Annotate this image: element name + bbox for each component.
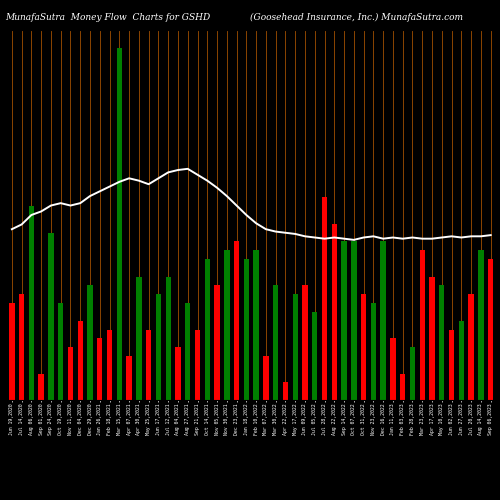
Bar (458, 320, 464, 400)
Bar (166, 276, 171, 400)
Bar (254, 250, 259, 400)
Bar (410, 347, 415, 400)
Bar (312, 312, 318, 400)
Bar (28, 206, 34, 400)
Bar (449, 330, 454, 400)
Bar (204, 259, 210, 400)
Bar (48, 232, 54, 400)
Bar (9, 303, 15, 400)
Bar (273, 286, 278, 400)
Bar (176, 347, 180, 400)
Bar (185, 303, 190, 400)
Bar (292, 294, 298, 400)
Bar (380, 242, 386, 400)
Bar (68, 347, 73, 400)
Bar (146, 330, 152, 400)
Bar (126, 356, 132, 400)
Bar (38, 374, 44, 400)
Bar (19, 294, 24, 400)
Bar (332, 224, 337, 400)
Bar (78, 320, 83, 400)
Bar (116, 48, 122, 400)
Bar (430, 276, 434, 400)
Text: (Goosehead Insurance, Inc.) MunafaSutra.com: (Goosehead Insurance, Inc.) MunafaSutra.… (250, 12, 463, 22)
Bar (195, 330, 200, 400)
Bar (488, 259, 494, 400)
Bar (234, 242, 239, 400)
Bar (351, 242, 356, 400)
Bar (214, 286, 220, 400)
Bar (361, 294, 366, 400)
Bar (58, 303, 64, 400)
Bar (107, 330, 112, 400)
Bar (156, 294, 161, 400)
Bar (244, 259, 249, 400)
Bar (224, 250, 230, 400)
Text: MunafaSutra  Money Flow  Charts for GSHD: MunafaSutra Money Flow Charts for GSHD (5, 12, 210, 22)
Bar (283, 382, 288, 400)
Bar (370, 303, 376, 400)
Bar (263, 356, 268, 400)
Bar (302, 286, 308, 400)
Bar (97, 338, 102, 400)
Bar (468, 294, 474, 400)
Bar (400, 374, 406, 400)
Bar (439, 286, 444, 400)
Bar (420, 250, 425, 400)
Bar (390, 338, 396, 400)
Bar (136, 276, 141, 400)
Bar (342, 242, 347, 400)
Bar (478, 250, 484, 400)
Bar (322, 198, 327, 400)
Bar (88, 286, 92, 400)
